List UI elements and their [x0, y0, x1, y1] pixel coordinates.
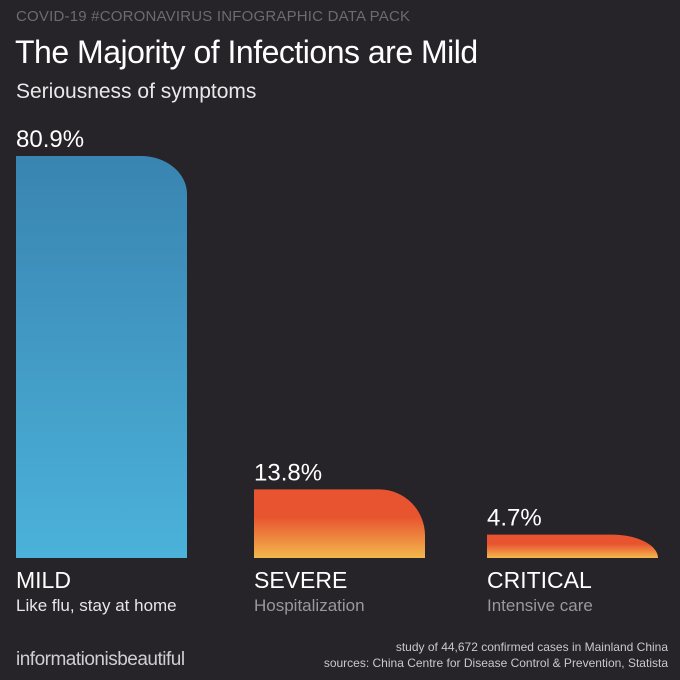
value-label: 13.8% — [254, 459, 322, 486]
value-label: 4.7% — [487, 505, 542, 532]
study-note: study of 44,672 confirmed cases in Mainl… — [395, 640, 668, 654]
chart-title: The Majority of Infections are Mild — [15, 34, 478, 70]
chart-subtitle: Seriousness of symptoms — [16, 80, 257, 103]
bar-mild — [16, 156, 187, 558]
bar-critical — [487, 534, 658, 558]
bar-severe — [254, 489, 425, 558]
value-label: 80.9% — [16, 126, 84, 153]
category-label: CRITICAL — [487, 567, 592, 593]
category-description: Like flu, stay at home — [16, 596, 177, 615]
category-label: MILD — [16, 567, 71, 593]
category-description: Intensive care — [487, 596, 593, 615]
kicker: COVID-19 #CORONAVIRUS INFOGRAPHIC DATA P… — [16, 8, 411, 25]
category-label: SEVERE — [254, 567, 347, 593]
category-description: Hospitalization — [254, 596, 365, 615]
sources-note: sources: China Centre for Disease Contro… — [323, 656, 668, 670]
brand-logo: informationisbeautiful — [16, 649, 185, 670]
